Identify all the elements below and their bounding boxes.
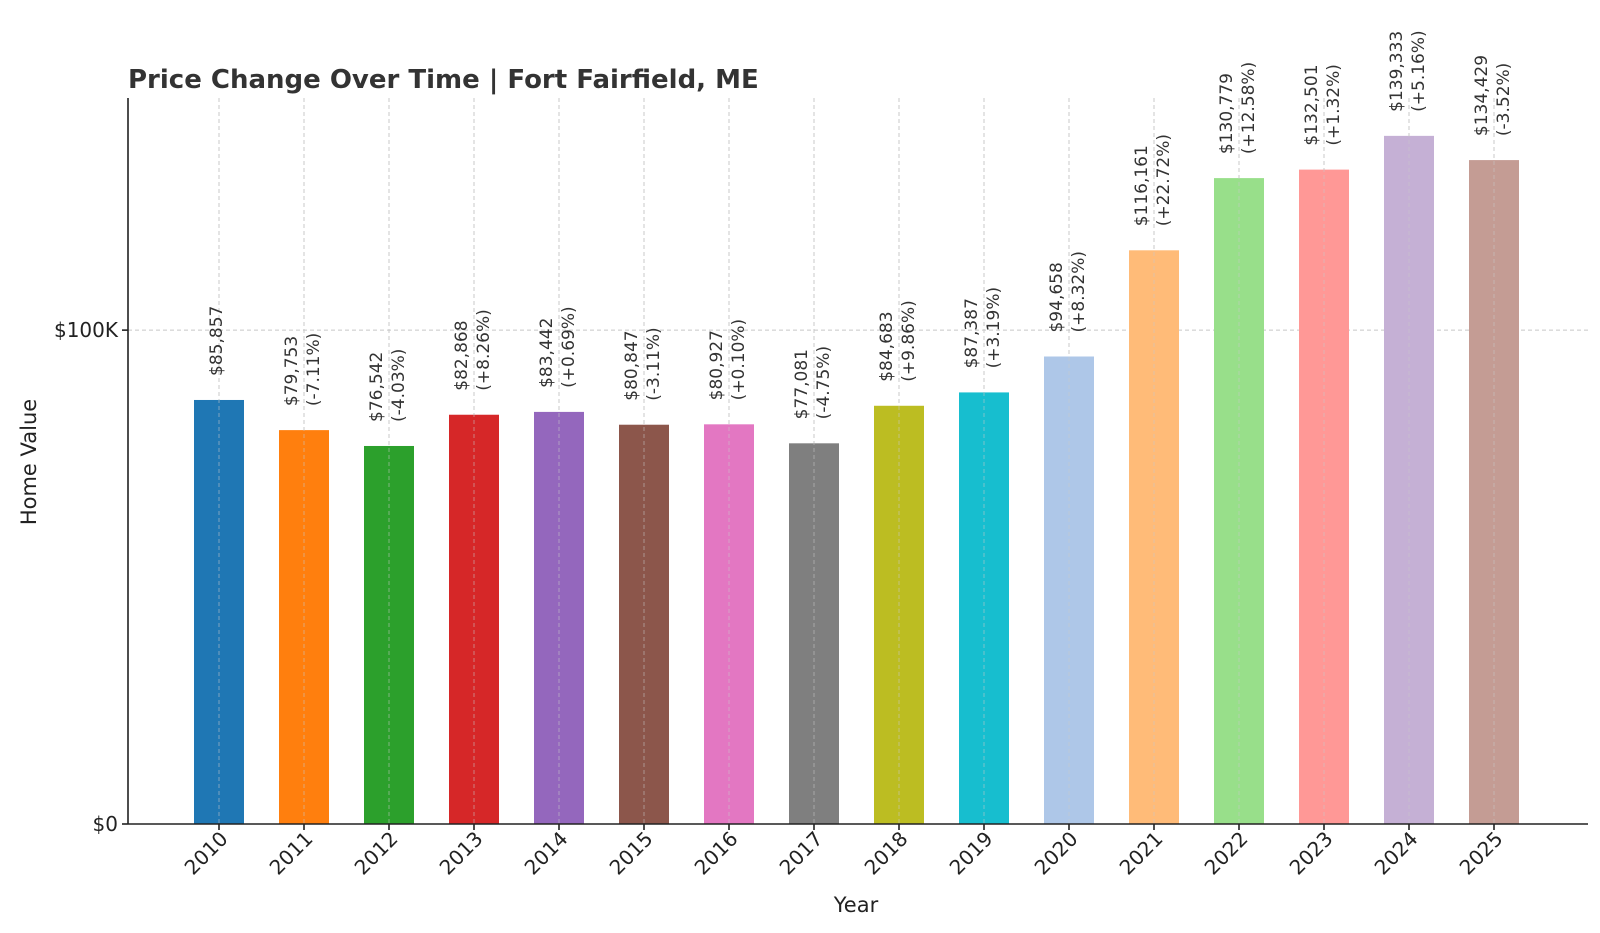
x-tick-label-2024: 2024 bbox=[1370, 827, 1423, 880]
change-label-2016: (+0.10%) bbox=[729, 319, 749, 401]
x-tick-label-2018: 2018 bbox=[860, 827, 913, 880]
bar-2012 bbox=[364, 445, 414, 824]
value-label-2017: $77,081 bbox=[792, 349, 812, 419]
value-label-2023: $132,501 bbox=[1302, 64, 1322, 145]
y-axis-label: Home Value bbox=[17, 399, 41, 525]
y-tick-label: $100K bbox=[54, 318, 119, 342]
x-tick-label-2015: 2015 bbox=[605, 827, 658, 880]
value-label-2011: $79,753 bbox=[282, 336, 302, 406]
x-tick-label-2011: 2011 bbox=[265, 827, 318, 880]
value-label-2015: $80,847 bbox=[622, 330, 642, 400]
x-tick-label-2022: 2022 bbox=[1200, 827, 1253, 880]
change-label-2014: (+0.69%) bbox=[559, 306, 579, 388]
x-tick-label-2017: 2017 bbox=[775, 827, 828, 880]
change-label-2013: (+8.26%) bbox=[474, 309, 494, 391]
change-label-2012: (-4.03%) bbox=[389, 349, 409, 422]
bar-layer bbox=[194, 98, 1519, 825]
x-tick-label-2020: 2020 bbox=[1030, 827, 1083, 880]
bar-label-layer: $85,857 $79,753 (-7.11%) $76,542 (-4.03%) $82… bbox=[207, 30, 1514, 422]
chart-title: Price Change Over Time | Fort Fairfield,… bbox=[128, 65, 759, 95]
change-label-2011: (-7.11%) bbox=[304, 333, 324, 406]
change-label-2024: (+5.16%) bbox=[1409, 30, 1429, 112]
x-tick-label-2023: 2023 bbox=[1285, 827, 1338, 880]
x-tick-label-2019: 2019 bbox=[945, 827, 998, 880]
change-label-2019: (+3.19%) bbox=[984, 287, 1004, 369]
change-label-2022: (+12.58%) bbox=[1239, 62, 1259, 154]
x-tick-label-2016: 2016 bbox=[690, 827, 743, 880]
grid-layer bbox=[128, 98, 1588, 824]
change-label-2017: (-4.75%) bbox=[814, 346, 834, 419]
value-label-2019: $87,387 bbox=[962, 298, 982, 368]
y-tick-label: $0 bbox=[93, 812, 118, 836]
change-label-2018: (+9.86%) bbox=[899, 300, 919, 382]
x-tick-label-2014: 2014 bbox=[520, 827, 573, 880]
value-label-2021: $116,161 bbox=[1132, 145, 1152, 226]
value-label-2020: $94,658 bbox=[1047, 262, 1067, 332]
value-label-2013: $82,868 bbox=[452, 320, 472, 390]
change-label-2015: (-3.11%) bbox=[644, 327, 664, 400]
bar-2018 bbox=[874, 405, 924, 824]
change-label-2025: (-3.52%) bbox=[1494, 63, 1514, 136]
value-label-2024: $139,333 bbox=[1387, 31, 1407, 112]
x-tick-label-2025: 2025 bbox=[1455, 827, 1508, 880]
change-label-2021: (+22.72%) bbox=[1154, 134, 1174, 226]
x-axis-label: Year bbox=[833, 893, 879, 917]
value-label-2025: $134,429 bbox=[1472, 55, 1492, 136]
x-tick-label-2013: 2013 bbox=[435, 827, 488, 880]
value-label-2014: $83,442 bbox=[537, 318, 557, 388]
x-tick-label-2012: 2012 bbox=[350, 827, 403, 880]
value-label-2022: $130,779 bbox=[1217, 73, 1237, 154]
value-label-2012: $76,542 bbox=[367, 352, 387, 422]
value-label-2018: $84,683 bbox=[877, 311, 897, 381]
value-label-2016: $80,927 bbox=[707, 330, 727, 400]
change-label-2020: (+8.32%) bbox=[1069, 251, 1089, 333]
x-tick-label-2010: 2010 bbox=[180, 827, 233, 880]
change-label-2023: (+1.32%) bbox=[1324, 64, 1344, 146]
x-tick-label-2021: 2021 bbox=[1115, 827, 1168, 880]
value-label-2010: $85,857 bbox=[207, 306, 227, 376]
